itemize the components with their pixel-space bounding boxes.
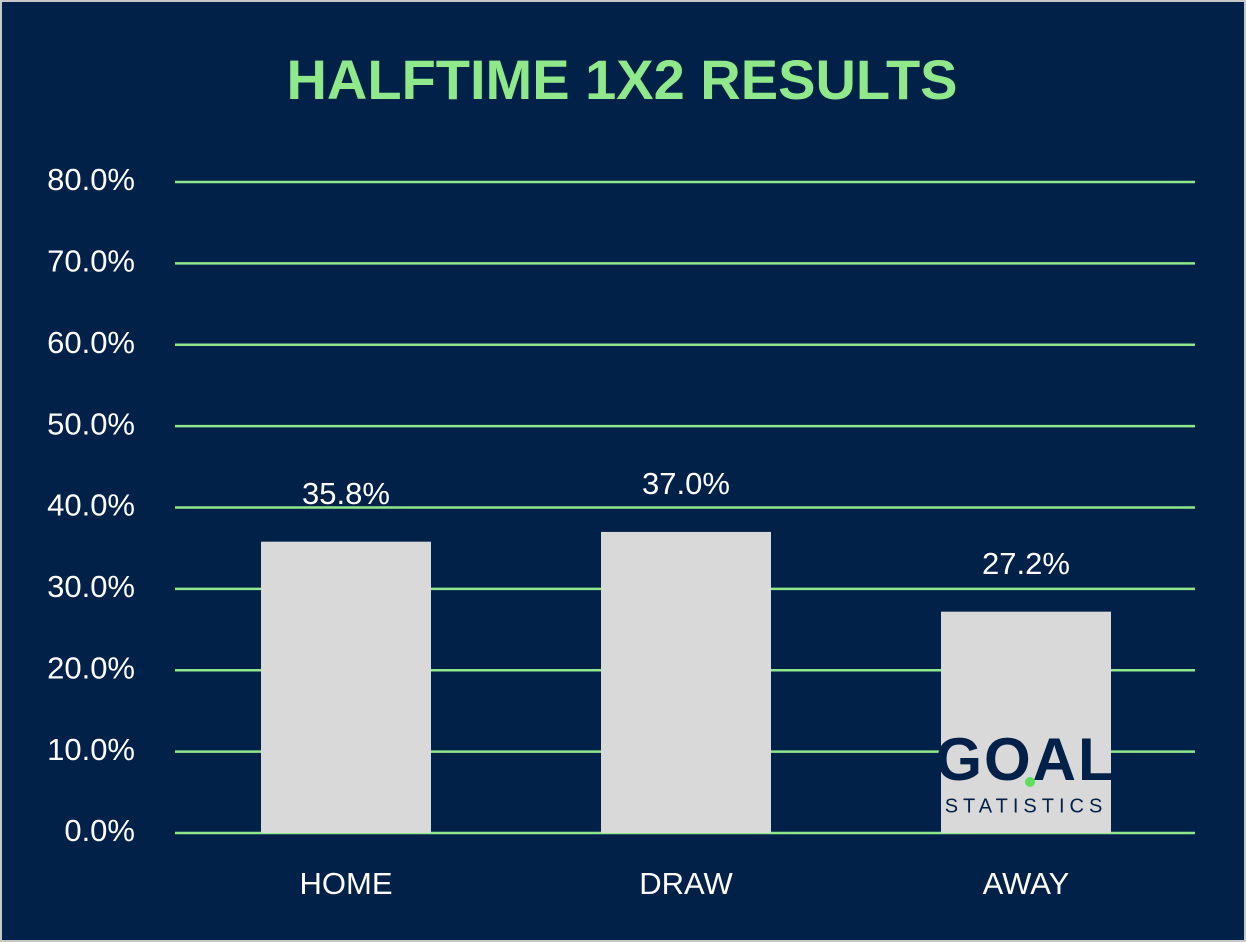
value-label: 35.8% — [302, 476, 390, 511]
bar — [941, 611, 1111, 833]
y-tick-label: 20.0% — [47, 650, 135, 685]
y-tick-label: 10.0% — [47, 732, 135, 767]
value-label: 27.2% — [982, 546, 1070, 581]
y-tick-label: 50.0% — [47, 406, 135, 441]
x-tick-label: DRAW — [639, 866, 733, 901]
y-tick-label: 0.0% — [64, 813, 135, 848]
bar — [601, 531, 771, 833]
logo-name: GOAL — [935, 726, 1116, 793]
y-tick-label: 60.0% — [47, 325, 135, 360]
logo-dot — [1025, 777, 1035, 787]
chart-title: HALFTIME 1X2 RESULTS — [286, 48, 957, 111]
y-tick-label: 40.0% — [47, 488, 135, 523]
y-tick-label: 70.0% — [47, 244, 135, 279]
x-tick-label: HOME — [300, 866, 393, 901]
x-tick-label: AWAY — [983, 866, 1070, 901]
y-tick-label: 30.0% — [47, 569, 135, 604]
logo-tagline: STATISTICS — [945, 795, 1108, 817]
value-label: 37.0% — [642, 466, 730, 501]
bar — [261, 541, 431, 833]
y-tick-label: 80.0% — [47, 162, 135, 197]
